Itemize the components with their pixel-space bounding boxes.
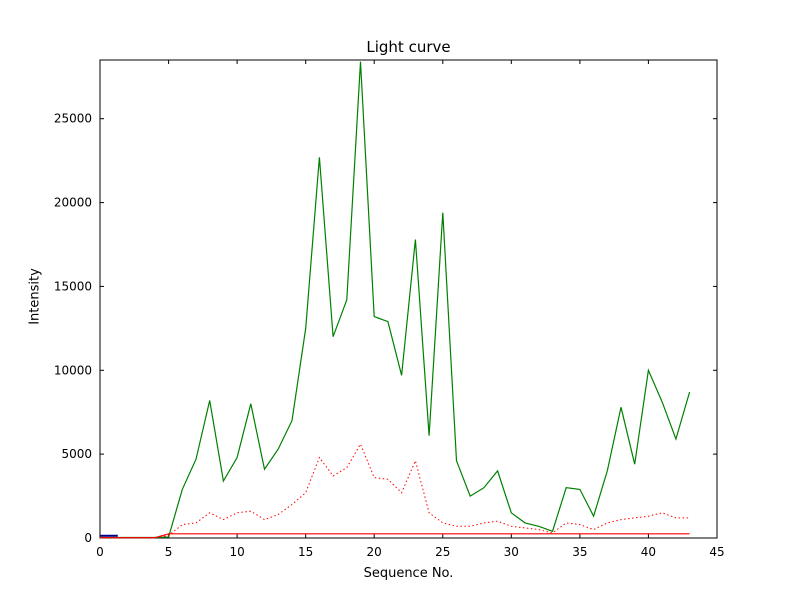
y-tick-label: 15000 — [54, 279, 92, 293]
series-intensity-green-solid — [100, 61, 691, 539]
x-tick-label: 40 — [641, 545, 656, 559]
series-intensity-red-dotted — [100, 442, 690, 539]
x-tick-label: 35 — [572, 545, 587, 559]
x-tick-label: 30 — [504, 545, 519, 559]
x-tick-label: 25 — [435, 545, 450, 559]
axes-frame — [99, 59, 718, 539]
x-tick-label: 5 — [165, 545, 173, 559]
y-tick-label: 10000 — [54, 363, 92, 377]
plot-title: Light curve — [366, 38, 451, 56]
x-tick-label: 20 — [367, 545, 382, 559]
y-tick-label: 0 — [84, 531, 92, 545]
y-tick-label: 20000 — [54, 196, 92, 210]
series-baseline-red-solid — [100, 533, 690, 539]
y-tick-label: 5000 — [61, 447, 92, 461]
y-axis-label: Intensity — [27, 268, 43, 325]
x-tick-label: 15 — [298, 545, 313, 559]
x-tick-label: 45 — [709, 545, 724, 559]
y-tick-label: 25000 — [54, 112, 92, 126]
x-tick-label: 0 — [96, 545, 104, 559]
x-axis-label: Sequence No. — [363, 566, 454, 581]
x-tick-label: 10 — [229, 545, 244, 559]
